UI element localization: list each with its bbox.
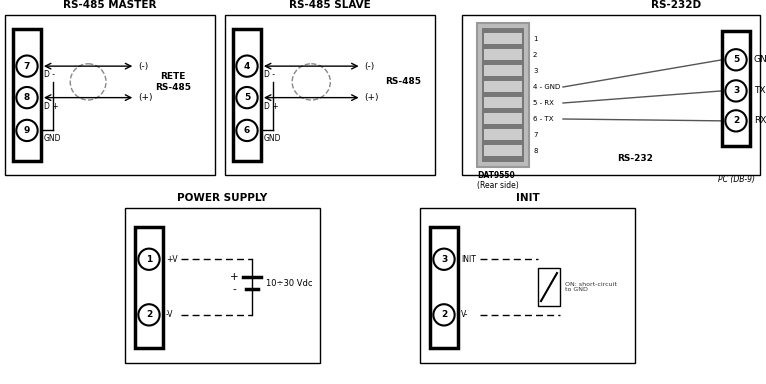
Text: 4 - GND: 4 - GND [533, 84, 560, 90]
Text: D -: D - [44, 70, 55, 79]
Text: 6: 6 [244, 126, 250, 135]
Circle shape [237, 87, 257, 108]
Circle shape [434, 304, 455, 326]
Text: (+): (+) [365, 93, 379, 102]
Text: INIT: INIT [461, 255, 476, 264]
Text: 3: 3 [733, 86, 739, 95]
Text: TX: TX [754, 86, 765, 95]
Bar [225, 15, 435, 175]
Circle shape [16, 87, 38, 108]
Bar [125, 208, 320, 363]
Text: V-: V- [461, 310, 469, 319]
Bar [13, 30, 41, 161]
Bar [484, 98, 522, 108]
Text: 9: 9 [24, 126, 30, 135]
Text: RS-485: RS-485 [385, 78, 421, 86]
Bar [538, 268, 560, 306]
Bar [420, 208, 635, 363]
Text: DAT9550: DAT9550 [477, 171, 515, 180]
Text: D +: D + [44, 102, 59, 111]
Text: 5: 5 [244, 93, 250, 102]
Circle shape [237, 120, 257, 141]
Text: D -: D - [264, 70, 275, 79]
Text: PC (DB-9): PC (DB-9) [718, 175, 755, 184]
Bar [233, 30, 261, 161]
Text: 10÷30 Vdc: 10÷30 Vdc [266, 278, 313, 288]
Text: +: + [231, 272, 239, 282]
Text: GND: GND [754, 55, 766, 64]
Bar [484, 81, 522, 92]
Text: 7: 7 [533, 132, 538, 138]
Text: 5 - RX: 5 - RX [533, 100, 554, 106]
Text: RS-232D: RS-232D [652, 0, 702, 10]
Text: (+): (+) [138, 93, 152, 102]
Circle shape [725, 49, 747, 70]
Text: 2: 2 [146, 310, 152, 319]
Text: ON: short-circuit
to GND: ON: short-circuit to GND [565, 281, 617, 293]
Text: 2: 2 [733, 116, 739, 125]
Text: -V: -V [166, 310, 174, 319]
Circle shape [725, 80, 747, 101]
Text: RETE
RS-485: RETE RS-485 [155, 72, 191, 91]
Text: 1: 1 [146, 255, 152, 264]
Text: (-): (-) [365, 62, 375, 71]
Text: RS-485 SLAVE: RS-485 SLAVE [289, 0, 371, 10]
Circle shape [139, 304, 159, 326]
Text: INIT: INIT [516, 193, 539, 203]
Text: 3: 3 [533, 68, 538, 74]
Text: RS-232: RS-232 [617, 154, 653, 163]
Text: 5: 5 [733, 55, 739, 64]
Bar [5, 15, 215, 175]
Text: (-): (-) [138, 62, 149, 71]
Circle shape [16, 56, 38, 77]
Circle shape [237, 56, 257, 77]
Bar [462, 15, 760, 175]
Bar [477, 23, 529, 167]
Text: (Rear side): (Rear side) [477, 181, 519, 190]
Bar [482, 28, 524, 162]
Text: +V: +V [166, 255, 178, 264]
Text: GND: GND [44, 134, 61, 143]
Bar [430, 227, 458, 348]
Text: GND: GND [264, 134, 281, 143]
Text: -: - [233, 284, 237, 294]
Text: D +: D + [264, 102, 279, 111]
Circle shape [16, 120, 38, 141]
Bar [722, 31, 750, 146]
Bar [484, 146, 522, 156]
Circle shape [434, 248, 455, 270]
Text: 7: 7 [24, 62, 30, 71]
Text: RX: RX [754, 116, 766, 125]
Text: 2: 2 [441, 310, 447, 319]
Text: RS-485 MASTER: RS-485 MASTER [64, 0, 157, 10]
Text: 2: 2 [533, 52, 538, 58]
Text: 8: 8 [533, 148, 538, 154]
Text: POWER SUPPLY: POWER SUPPLY [178, 193, 267, 203]
Text: 1: 1 [533, 36, 538, 42]
Bar [135, 227, 163, 348]
Bar [484, 65, 522, 76]
Text: 4: 4 [244, 62, 250, 71]
Text: 6 - TX: 6 - TX [533, 116, 554, 122]
Bar [484, 113, 522, 124]
Circle shape [139, 248, 159, 270]
Bar [484, 129, 522, 140]
Text: 3: 3 [441, 255, 447, 264]
Text: 8: 8 [24, 93, 30, 102]
Bar [484, 50, 522, 60]
Circle shape [725, 110, 747, 131]
Bar [484, 33, 522, 44]
